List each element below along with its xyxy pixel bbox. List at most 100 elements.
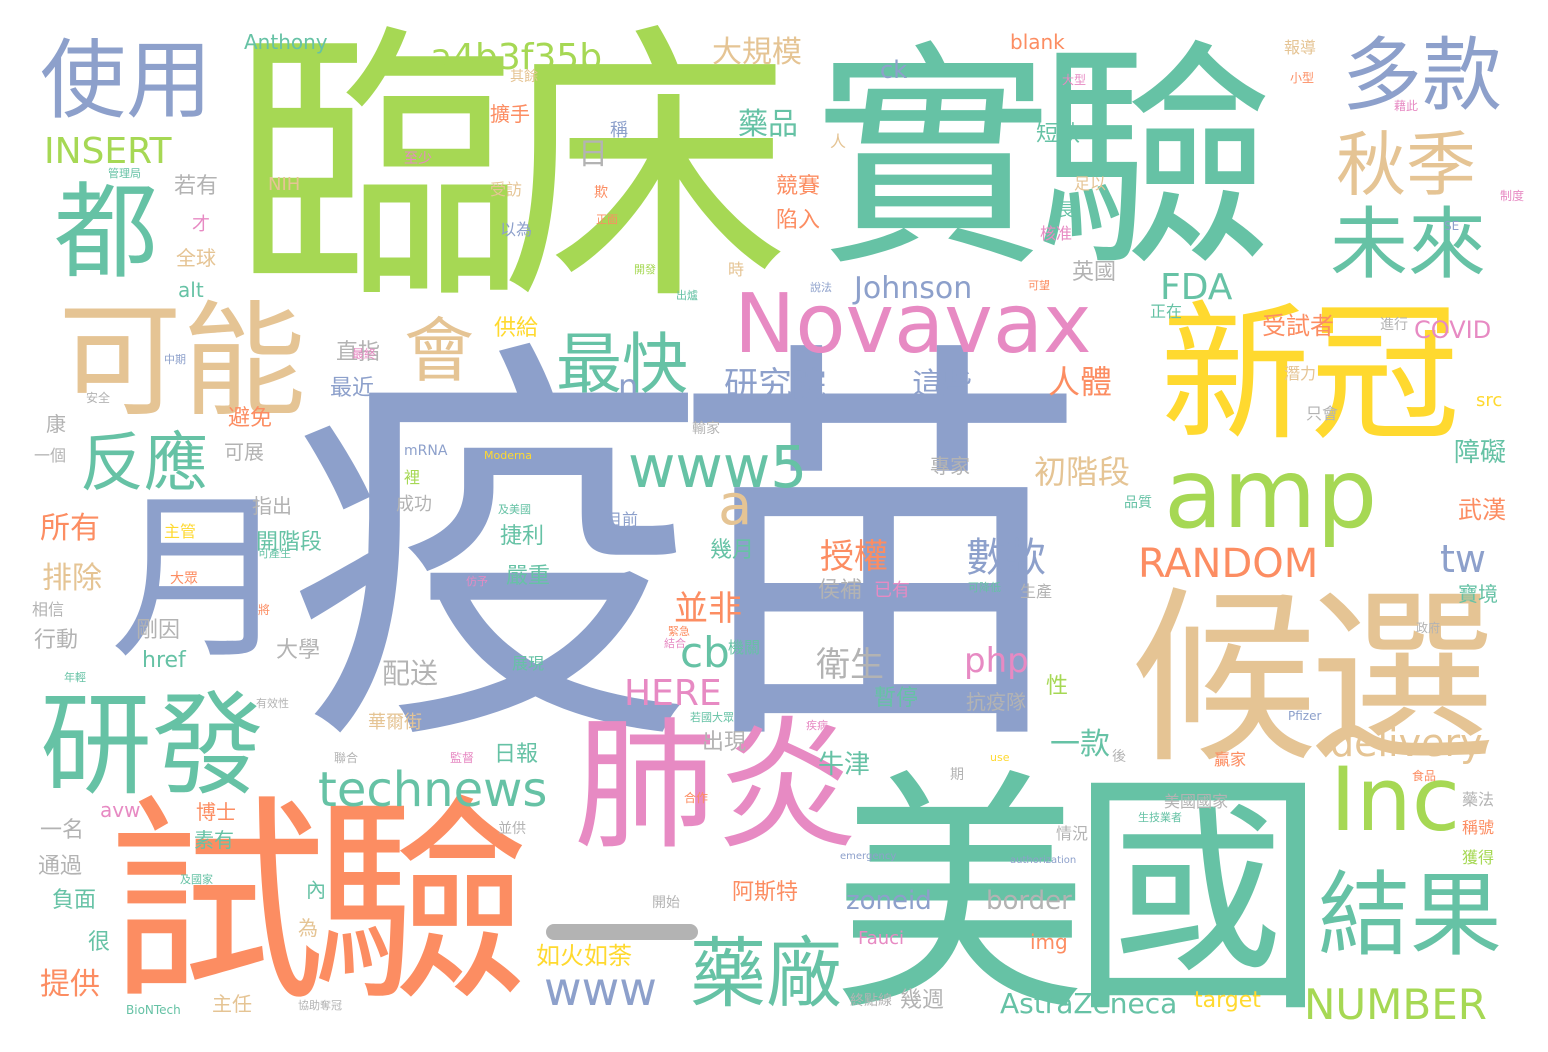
word-shi: 時 <box>728 260 745 279</box>
word-yue: 月 <box>110 475 291 684</box>
word-li: 裡 <box>404 468 421 487</box>
word-yanfa: 研發 <box>40 681 264 811</box>
word-zhangai: 障礙 <box>1454 438 1507 468</box>
word-jiehe: 結合 <box>664 637 686 650</box>
word-kewang: 可望 <box>1028 279 1050 292</box>
word-anthony: Anthony <box>244 30 328 54</box>
word-zhanxian: 展現 <box>512 654 545 673</box>
word-niujin: 牛津 <box>818 750 871 780</box>
word-jiguojia: 及國家 <box>180 873 213 886</box>
word-jingsai: 競賽 <box>776 174 821 199</box>
word-shujia: 輸家 <box>692 421 720 437</box>
word-hou: 後 <box>1112 749 1126 765</box>
word-zhizhi: 直指 <box>336 340 381 365</box>
word-zanting: 暫停 <box>874 686 919 711</box>
word-jimeiguo: 及美國 <box>498 503 531 516</box>
word-duanque: 短缺 <box>1036 122 1081 147</box>
word-zhengfu: 政府 <box>1416 621 1441 635</box>
word-zhuren: 主任 <box>212 992 252 1016</box>
word-nianqing: 年輕 <box>64 671 86 684</box>
word-shoufang: 受訪 <box>490 180 523 199</box>
word-shukuan: 數款 <box>966 535 1046 581</box>
word-gangyin: 剛因 <box>136 618 181 643</box>
word-fda: FDA <box>1160 267 1233 308</box>
word-keneng: 可能 <box>58 290 307 434</box>
word-meiguoguojia: 美國國家 <box>1164 792 1229 811</box>
word-bimian: 避免 <box>228 406 273 431</box>
word-ruhuorutu: 如火如荼 <box>536 942 632 970</box>
word-kaijieduan: 開階段 <box>256 530 323 555</box>
word-tw: tw <box>1440 537 1486 581</box>
word-kuoshou: 擴手 <box>490 102 530 126</box>
word-yaopin: 藥品 <box>738 107 798 142</box>
word-chuxian: 出現 <box>702 730 747 755</box>
word-yimiao: 疫苗 <box>286 309 1090 798</box>
word-random: RANDOM <box>1138 541 1319 587</box>
word-jibing: 疾病 <box>806 719 828 732</box>
word-www: www <box>544 962 657 1016</box>
word-suoyou: 所有 <box>40 511 100 546</box>
word-ruoyou: 若有 <box>174 174 219 199</box>
word-huaerjie: 華爾街 <box>368 712 422 733</box>
word-jieli: 捷利 <box>500 524 545 549</box>
word-biontech: BioNTech <box>126 1003 181 1017</box>
word-yingjia: 贏家 <box>1214 750 1247 769</box>
word-weilai: 未來 <box>1330 200 1487 290</box>
word-youxiaoxing: 有效性 <box>256 697 289 710</box>
word-quanqiu: 全球 <box>176 246 216 270</box>
word-yanzhong: 嚴重 <box>506 564 551 589</box>
word-zuizhong: 最終 <box>352 347 377 361</box>
word-se: SE <box>1444 219 1460 233</box>
word-qi: 期 <box>950 767 964 783</box>
word-zuyi: 足以 <box>1074 174 1107 193</box>
word-qi2: 欺 <box>594 185 608 201</box>
word-tongguo: 通過 <box>38 854 83 879</box>
word-jiguan: 機關 <box>728 638 761 657</box>
word-border: border <box>986 886 1072 916</box>
word-target: target <box>1194 988 1261 1013</box>
word-linchuang: 臨床 <box>232 2 790 339</box>
word-xing: 性 <box>1046 674 1069 699</box>
word-php: php <box>964 641 1029 681</box>
word-yaochang: 藥廠 <box>690 929 842 1018</box>
word-johnson: Johnson <box>854 271 973 306</box>
word-shengchan: 生產 <box>1020 582 1053 601</box>
word-zhichu: 指出 <box>252 494 292 518</box>
word-huode: 獲得 <box>1462 848 1495 867</box>
word-nih: NIH <box>268 174 301 195</box>
word-wei: 為 <box>298 916 318 940</box>
word-cai: 才 <box>192 214 210 235</box>
word-yingguo: 英國 <box>1072 260 1117 285</box>
word-shiyan: 實驗 <box>814 22 1274 299</box>
word-jizhou: 幾週 <box>900 988 945 1013</box>
word-kejiangdi: 可降低 <box>968 581 1001 594</box>
word-zhexie: 這些 <box>912 367 972 402</box>
word-xingdong: 行動 <box>34 628 79 653</box>
word-cb: cb <box>680 628 730 677</box>
word-yige: 一個 <box>34 446 67 465</box>
word-delivery: delivery <box>1330 721 1483 765</box>
word-shouquan: 授權 <box>820 537 888 577</box>
word-chang: 長 <box>1056 200 1074 221</box>
word-technews: technews <box>318 762 548 818</box>
word-alt: alt <box>178 278 204 302</box>
word-kechansheng: 可產生 <box>258 547 291 560</box>
word-yaofa: 藥法 <box>1462 790 1495 809</box>
word-jiang: 將 <box>258 603 271 617</box>
word-qiyu: 其餘 <box>510 69 538 85</box>
word-suyou: 素有 <box>194 828 234 852</box>
word-renti: 人體 <box>1048 363 1113 401</box>
word-authorization: authorization <box>1010 855 1077 866</box>
word-kangyidui: 抗疫隊 <box>966 690 1026 714</box>
word-a4b3f35b: a4b3f35b <box>430 37 603 78</box>
word-cheng: 稱 <box>610 120 628 141</box>
word-shiyan2: 試驗 <box>108 778 530 1031</box>
word-hezuo: 合作 <box>684 791 709 805</box>
word-www5: www5 <box>628 433 808 501</box>
word-emergency: emergency <box>840 851 897 862</box>
word-shiyong: 使用 <box>40 31 212 131</box>
word-zhengmian: 正面 <box>596 213 618 226</box>
word-daxing: 大型 <box>1062 73 1087 87</box>
word-qingkuang: 情況 <box>1056 824 1089 843</box>
